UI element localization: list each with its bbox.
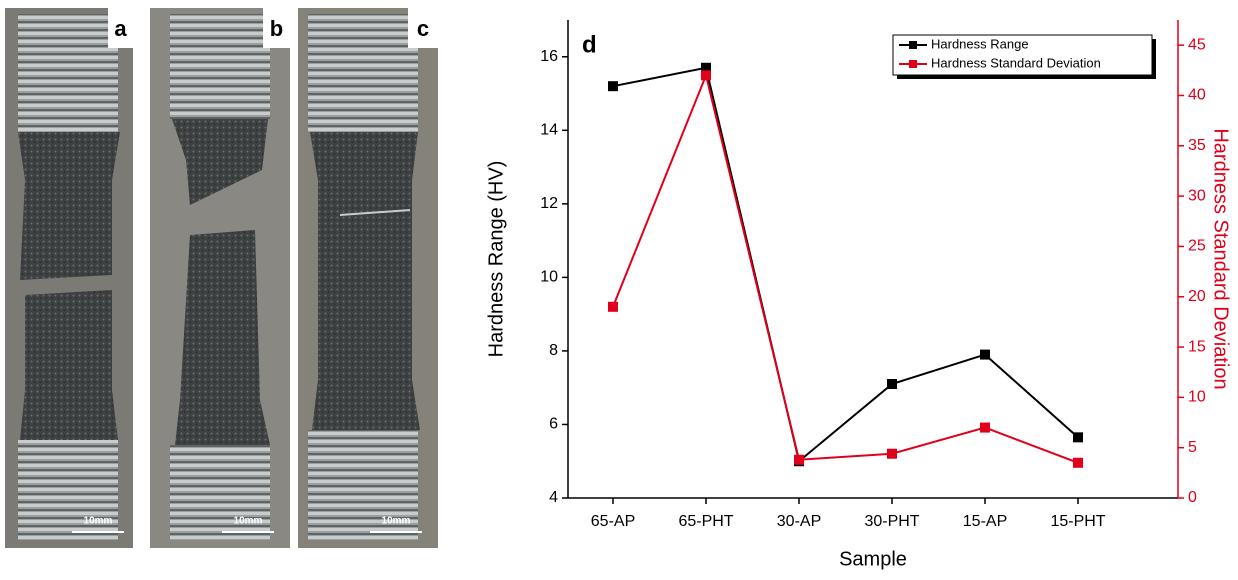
panel-label: d: [582, 31, 597, 58]
panel-label: a: [114, 16, 127, 41]
legend-label: Hardness Range: [931, 36, 1029, 51]
y2-tick-label: 10: [1188, 389, 1206, 406]
x-tick-label: 30-PHT: [864, 513, 919, 530]
y2-tick-label: 25: [1188, 238, 1206, 255]
scale-bar-label: 10mm: [84, 516, 113, 527]
y2-tick-label: 40: [1188, 87, 1206, 104]
x-tick-label: 30-AP: [777, 513, 821, 530]
x-axis-title: Sample: [839, 548, 907, 570]
y-tick-label: 12: [540, 195, 558, 212]
legend-box: [892, 34, 1153, 76]
y2-tick-label: 45: [1188, 36, 1206, 53]
scale-bar-label: 10mm: [234, 516, 263, 527]
y-tick-label: 6: [549, 416, 558, 433]
data-point: [701, 62, 711, 73]
y2-tick-label: 30: [1188, 187, 1206, 204]
data-point: [701, 70, 711, 81]
y2-tick-label: 35: [1188, 137, 1206, 154]
x-tick-label: 65-AP: [591, 513, 635, 530]
data-point: [980, 422, 990, 433]
photo-b: [150, 8, 290, 548]
data-point: [1073, 457, 1083, 468]
data-point: [887, 379, 897, 390]
photo-c: [298, 8, 438, 548]
y2-tick-label: 5: [1188, 439, 1197, 456]
scale-bar-label: 10mm: [382, 516, 411, 527]
series-line: [612, 66, 1079, 464]
data-point: [1073, 432, 1083, 443]
y2-tick-label: 0: [1188, 489, 1197, 506]
y2-tick-label: 20: [1188, 288, 1206, 305]
data-point: [794, 454, 804, 465]
x-tick-label: 15-AP: [963, 513, 1007, 530]
legend-label: Hardness Standard Deviation: [931, 55, 1101, 70]
photo-a: [5, 8, 133, 548]
legend-marker: [909, 60, 917, 68]
panel-label: b: [270, 16, 283, 41]
data-point: [887, 448, 897, 459]
legend-marker: [909, 41, 917, 49]
data-point: [980, 349, 990, 360]
y2-tick-label: 15: [1188, 338, 1206, 355]
y2-axis-title: Hardness Standard Deviation: [1210, 128, 1232, 389]
y-tick-label: 10: [540, 269, 558, 286]
y-tick-label: 14: [540, 122, 558, 139]
x-tick-label: 15-PHT: [1050, 513, 1105, 530]
data-point: [608, 81, 618, 92]
y-tick-label: 16: [540, 48, 558, 65]
y-tick-label: 8: [549, 342, 558, 359]
series-line: [612, 72, 1079, 464]
data-point: [608, 301, 618, 312]
y-axis-title: Hardness Range (HV): [485, 161, 507, 358]
x-tick-label: 65-PHT: [678, 513, 733, 530]
y-tick-label: 4: [549, 489, 558, 506]
panel-label: c: [417, 16, 429, 41]
